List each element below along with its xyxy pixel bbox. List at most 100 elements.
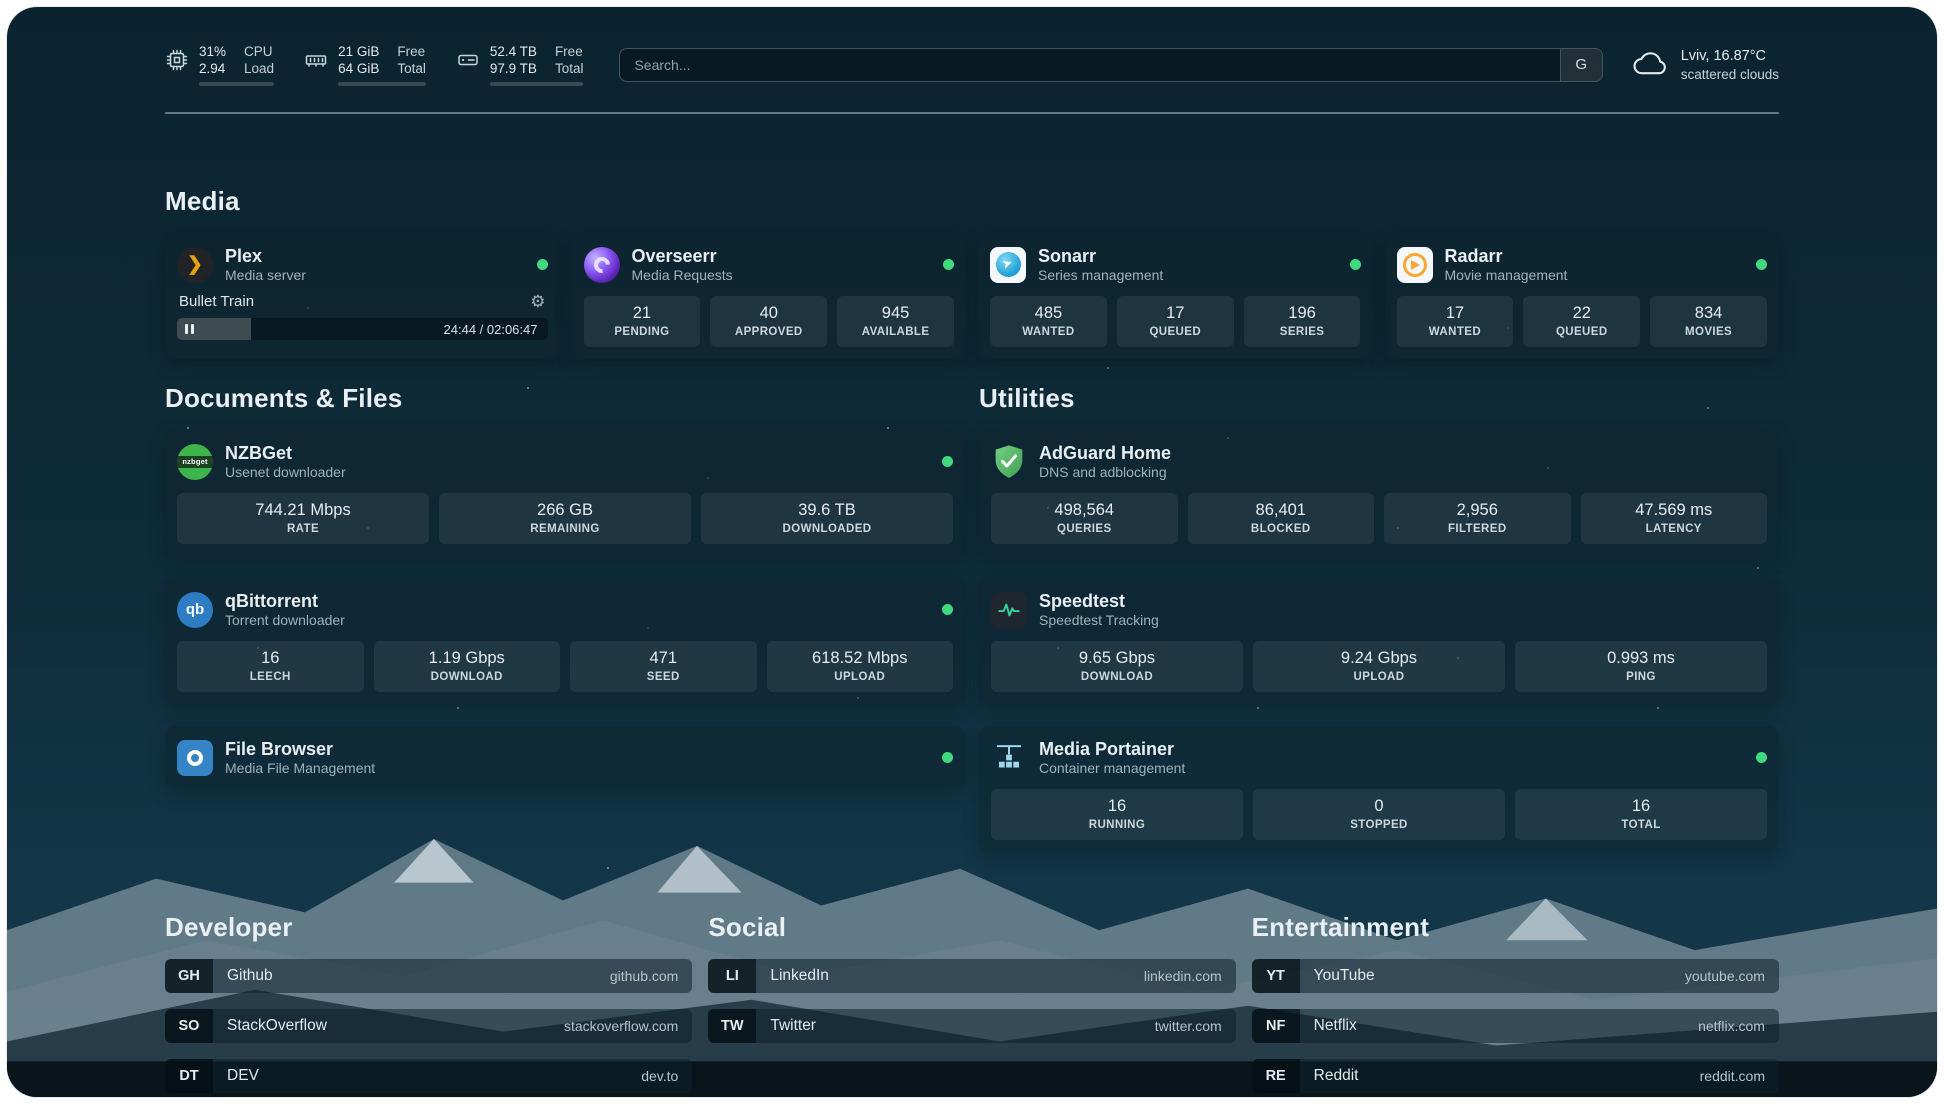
stat-movies: 834 MOVIES (1650, 296, 1767, 347)
card-head: Overseerr Media Requests (583, 245, 954, 284)
search-input[interactable] (620, 48, 1560, 81)
app-titles: NZBGet Usenet downloader (225, 442, 346, 481)
bookmark-url: stackoverflow.com (563, 1018, 679, 1034)
app-card-radarr[interactable]: Radarr Movie management 17 WANTED 22 QUE… (1384, 233, 1779, 359)
card-head: Media Portainer Container management (991, 738, 1767, 777)
stats-row: 744.21 Mbps RATE 266 GB REMAINING 39.6 T… (177, 493, 953, 544)
stat-seed: 471 SEED (570, 641, 757, 692)
card-head: File Browser Media File Management (177, 738, 953, 777)
pause-icon[interactable] (185, 324, 194, 334)
bookmark-url: netflix.com (1698, 1018, 1765, 1034)
player-progress-bar[interactable]: 24:44 / 02:06:47 (177, 318, 548, 340)
app-name: Sonarr (1038, 246, 1097, 266)
bookmark-stackoverflow[interactable]: SO StackOverflow stackoverflow.com (165, 1009, 693, 1043)
cpu-percent: 31% (199, 44, 227, 59)
app-subtitle: Movie management (1444, 267, 1568, 283)
section-media: Media ❯ Plex Media server Bullet Train (165, 186, 1779, 359)
bookmark-group-developer: Developer GH Github github.com SO StackO… (165, 912, 693, 1093)
app-card-plex[interactable]: ❯ Plex Media server Bullet Train ⚙ (165, 233, 560, 359)
plex-icon: ❯ (177, 246, 213, 283)
weather-condition: scattered clouds (1680, 66, 1779, 82)
stat-leech: 16 LEECH (177, 641, 364, 692)
stat-ping: 0.993 ms PING (1515, 641, 1767, 692)
memory-total: 64 GiB (338, 61, 380, 76)
app-name: Overseerr (631, 246, 717, 266)
developer-rows: GH Github github.com SO StackOverflow st… (165, 959, 693, 1093)
bookmark-name: DEV (227, 1067, 259, 1084)
app-card-qbittorrent[interactable]: qb qBittorrent Torrent downloader 16 LEE… (165, 578, 965, 704)
search-provider-button[interactable]: G (1559, 48, 1602, 81)
filebrowser-icon (177, 739, 213, 776)
middle-columns: Documents & Files nzbget NZBGet Usenet d… (165, 383, 1779, 852)
app-card-overseerr[interactable]: Overseerr Media Requests 21 PENDING 40 A… (571, 233, 966, 359)
app-subtitle: Media Requests (631, 267, 733, 283)
gear-icon[interactable]: ⚙ (530, 292, 546, 311)
bookmark-dev[interactable]: DT DEV dev.to (165, 1059, 693, 1093)
bookmark-abbr: LI (708, 959, 757, 993)
bookmark-url: reddit.com (1699, 1068, 1765, 1084)
bookmark-url: github.com (609, 968, 679, 984)
status-dot (943, 259, 954, 270)
social-rows: LI LinkedIn linkedin.com TW Twitter twit… (708, 959, 1236, 1043)
bookmark-abbr: SO (165, 1009, 213, 1043)
qbittorrent-icon: qb (177, 591, 213, 628)
bookmark-reddit[interactable]: RE Reddit reddit.com (1251, 1059, 1779, 1093)
app-card-nzbget[interactable]: nzbget NZBGet Usenet downloader 744.21 M… (165, 430, 965, 556)
header-divider (165, 112, 1779, 114)
bookmark-name: Github (227, 967, 273, 984)
system-monitors: 31% CPU 2.94 Load 21 GiB Free (165, 43, 584, 86)
bookmark-youtube[interactable]: YT YouTube youtube.com (1251, 959, 1779, 993)
disk-icon (458, 54, 478, 66)
bookmark-url: twitter.com (1154, 1018, 1222, 1034)
memory-readout: 21 GiB Free 64 GiB Total (338, 43, 426, 86)
status-dot (942, 752, 953, 763)
card-head: ➤ Sonarr Series management (990, 245, 1361, 284)
app-card-sonarr[interactable]: ➤ Sonarr Series management 485 WANTED (978, 233, 1373, 359)
developer-section-title: Developer (165, 912, 293, 942)
status-dot (536, 259, 548, 270)
bookmark-name: StackOverflow (227, 1017, 327, 1034)
app-subtitle: Speedtest Tracking (1039, 612, 1159, 628)
speedtest-icon (991, 591, 1027, 628)
stat-download: 1.19 Gbps DOWNLOAD (373, 641, 560, 692)
utilities-section-title: Utilities (979, 383, 1075, 413)
documents-section-title: Documents & Files (165, 383, 403, 413)
app-card-speedtest[interactable]: Speedtest Speedtest Tracking 9.65 Gbps D… (979, 578, 1779, 704)
app-subtitle: Series management (1038, 267, 1164, 283)
stats-row: 16 LEECH 1.19 Gbps DOWNLOAD 471 SEED (177, 641, 953, 692)
app-card-portainer[interactable]: Media Portainer Container management 16 … (979, 726, 1779, 852)
bookmark-linkedin[interactable]: LI LinkedIn linkedin.com (708, 959, 1236, 993)
memory-icon (305, 55, 327, 67)
section-utilities: Utilities (979, 383, 1779, 852)
bookmark-abbr: DT (165, 1059, 213, 1093)
bookmark-twitter[interactable]: TW Twitter twitter.com (708, 1009, 1236, 1043)
stats-row: 9.65 Gbps DOWNLOAD 9.24 Gbps UPLOAD 0.99… (991, 641, 1767, 692)
now-playing-title: Bullet Train (179, 293, 255, 310)
app-card-filebrowser[interactable]: File Browser Media File Management (165, 726, 965, 789)
bookmark-url: dev.to (641, 1068, 679, 1084)
cpu-load: 2.94 (199, 61, 226, 76)
app-titles: Speedtest Speedtest Tracking (1039, 590, 1159, 629)
stats-row: 498,564 QUERIES 86,401 BLOCKED 2,956 FIL… (991, 493, 1767, 544)
bookmark-netflix[interactable]: NF Netflix netflix.com (1251, 1009, 1779, 1043)
weather-text: Lviv, 16.87°C scattered clouds (1681, 47, 1779, 83)
stat-approved: 40 APPROVED (710, 296, 828, 347)
app-name: Media Portainer (1039, 739, 1175, 759)
snow-particles (7, 7, 9, 9)
app-name: AdGuard Home (1039, 443, 1172, 463)
documents-cards: nzbget NZBGet Usenet downloader 744.21 M… (165, 430, 965, 789)
disk-free: 52.4 TB (489, 44, 537, 59)
disk-total-label: Total (554, 61, 584, 76)
app-subtitle: Usenet downloader (225, 464, 346, 480)
stats-row: 17 WANTED 22 QUEUED 834 MOVIES (1396, 296, 1768, 347)
stat-download: 9.65 Gbps DOWNLOAD (991, 641, 1243, 692)
card-head: Radarr Movie management (1396, 245, 1767, 284)
stat-stopped: 0 STOPPED (1253, 789, 1505, 840)
memory-total-label: Total (397, 61, 426, 76)
status-dot (1756, 259, 1767, 270)
stats-row: 16 RUNNING 0 STOPPED 16 TOTAL (991, 789, 1767, 840)
bookmark-name: YouTube (1313, 967, 1375, 984)
app-titles: Plex Media server (225, 245, 306, 284)
bookmark-github[interactable]: GH Github github.com (165, 959, 693, 993)
app-card-adguard[interactable]: AdGuard Home DNS and adblocking 498,564 … (979, 430, 1779, 556)
